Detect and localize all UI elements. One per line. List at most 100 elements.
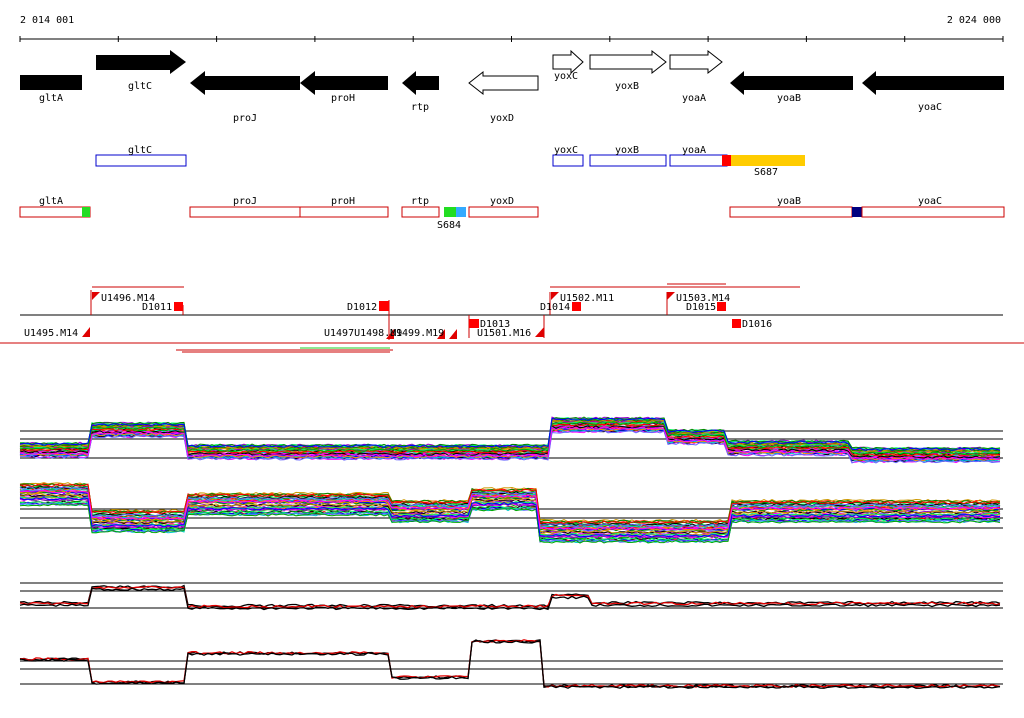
profile-trace: [19, 639, 1001, 688]
profile-trace: [19, 486, 1001, 527]
label-overlap-U1499: U1499.M19: [390, 328, 444, 339]
gene-label-yoxC: yoxC: [554, 71, 578, 82]
segment-marker-blue: [456, 207, 466, 217]
gene-yoaB[interactable]: yoaB: [730, 71, 853, 104]
transcript-label-yoaC: yoaC: [918, 196, 942, 207]
profile-trace: [19, 503, 1001, 544]
transcript-yoaB[interactable]: [729, 206, 853, 218]
segment-label-S687: S687: [754, 167, 778, 178]
label-U1496: U1496.M14: [101, 293, 155, 304]
marker-D1014[interactable]: [572, 302, 581, 311]
transcript-yoaA[interactable]: [669, 154, 728, 167]
profile-trace: [19, 430, 1001, 464]
marker-D1011[interactable]: [174, 302, 183, 311]
marker-U1497[interactable]: [386, 329, 394, 339]
gene-yoxB[interactable]: yoxB: [589, 49, 667, 92]
gene-yoxD[interactable]: yoxD: [468, 70, 539, 124]
segment-S684[interactable]: [444, 207, 456, 217]
gene-proJ[interactable]: proJ: [190, 71, 300, 124]
profile-trace: [19, 640, 1001, 689]
forward-transcript-track: gltC yoxC yoxB yoaA S687: [95, 145, 805, 178]
gene-label-gltC: gltC: [128, 81, 152, 92]
gene-label-proJ: proJ: [233, 113, 257, 124]
boundary-track: U1496.M14 D1011 D1012 D1013 U1502.M11 D1…: [0, 283, 1024, 353]
expression-panel-reverse-multi: [19, 482, 1003, 544]
transcript-label-gltC: gltC: [128, 145, 152, 156]
gene-proH[interactable]: proH: [300, 71, 388, 104]
marker-D1013[interactable]: [469, 319, 479, 328]
transcript-gltA[interactable]: [19, 206, 91, 218]
transcript-label-yoxD: yoxD: [490, 196, 514, 207]
profile-trace: [19, 417, 1001, 451]
profile-trace: [19, 493, 1001, 534]
segment-S687[interactable]: [731, 155, 805, 166]
ruler-end-label: 2 024 000: [947, 15, 1001, 26]
transcript-proJ[interactable]: [189, 206, 301, 218]
marker-U1502[interactable]: [551, 292, 559, 300]
gene-label-yoaC: yoaC: [918, 102, 942, 113]
gene-label-rtp: rtp: [411, 102, 429, 113]
gene-yoxC[interactable]: yoxC: [552, 49, 584, 82]
label-D1011: D1011: [142, 302, 172, 313]
marker-U1495[interactable]: [82, 327, 90, 337]
ruler-start-label: 2 014 001: [20, 15, 74, 26]
label-U1501: U1501.M16: [477, 328, 531, 339]
gene-gltA[interactable]: gltA: [20, 75, 82, 104]
segment-label-S684: S684: [437, 220, 461, 231]
transcript-yoxB[interactable]: [589, 154, 667, 167]
profile-trace: [19, 482, 1001, 523]
segment-marker-green: [82, 207, 90, 217]
transcript-label-yoaB: yoaB: [777, 196, 801, 207]
transcript-proH[interactable]: [299, 206, 389, 218]
marker-U1496[interactable]: [92, 292, 100, 300]
coordinate-ruler: 2 014 001 2 024 000: [19, 15, 1004, 42]
marker-U1503[interactable]: [667, 292, 675, 300]
expression-panel-forward-summary: [19, 582, 1003, 611]
profile-trace: [19, 497, 1001, 539]
marker-D1016[interactable]: [732, 319, 741, 328]
gene-label-yoxD: yoxD: [490, 113, 514, 124]
profile-trace: [19, 587, 1001, 611]
gene-yoaA[interactable]: yoaA: [669, 49, 723, 104]
profile-trace: [19, 487, 1001, 529]
transcript-label-gltA: gltA: [39, 196, 63, 207]
profile-trace: [19, 421, 1001, 456]
transcript-gltC[interactable]: [95, 154, 187, 167]
transcript-rtp[interactable]: [401, 206, 440, 218]
profile-trace: [19, 483, 1001, 525]
label-overlap-U1497: U1497U1498.M9: [324, 328, 402, 339]
gene-label-yoxB: yoxB: [615, 81, 639, 92]
transcript-yoxC[interactable]: [552, 154, 584, 167]
gene-label-gltA: gltA: [39, 93, 63, 104]
expression-panel-reverse-summary: [19, 639, 1003, 689]
profile-trace: [20, 493, 1001, 535]
reverse-transcript-track: gltA proJ proH rtp S684 yoxD yoaB yoaC: [19, 196, 1005, 231]
marker-U1498[interactable]: [437, 329, 445, 339]
profile-trace: [19, 489, 1001, 531]
transcript-label-rtp: rtp: [411, 196, 429, 207]
gene-label-yoaA: yoaA: [682, 93, 706, 104]
gene-gltC[interactable]: gltC: [96, 50, 186, 92]
profile-trace: [19, 639, 1001, 689]
label-D1014: D1014: [540, 302, 570, 313]
transcript-yoxD[interactable]: [468, 206, 539, 218]
marker-D1012[interactable]: [379, 301, 389, 311]
transcript-label-yoxC: yoxC: [554, 145, 578, 156]
label-D1013: D1013: [480, 319, 510, 330]
label-U1495: U1495.M14: [24, 328, 78, 339]
transcript-label-yoxB: yoxB: [615, 145, 639, 156]
label-U1502: U1502.M11: [560, 293, 614, 304]
marker-D1015[interactable]: [717, 302, 726, 311]
marker-U1501[interactable]: [535, 327, 544, 337]
profile-trace: [19, 426, 1001, 461]
gene-yoaC[interactable]: yoaC: [862, 71, 1004, 113]
gene-rtp[interactable]: rtp: [402, 71, 439, 113]
profile-trace: [19, 585, 1001, 609]
transcript-yoaC[interactable]: [861, 206, 1005, 218]
marker-U1499[interactable]: [449, 329, 457, 339]
gene-track: gltA gltC proJ proH rtp yoxD yoxC yoxB: [20, 49, 1004, 124]
gene-label-proH: proH: [331, 93, 355, 104]
segment-marker-navy: [852, 207, 862, 217]
